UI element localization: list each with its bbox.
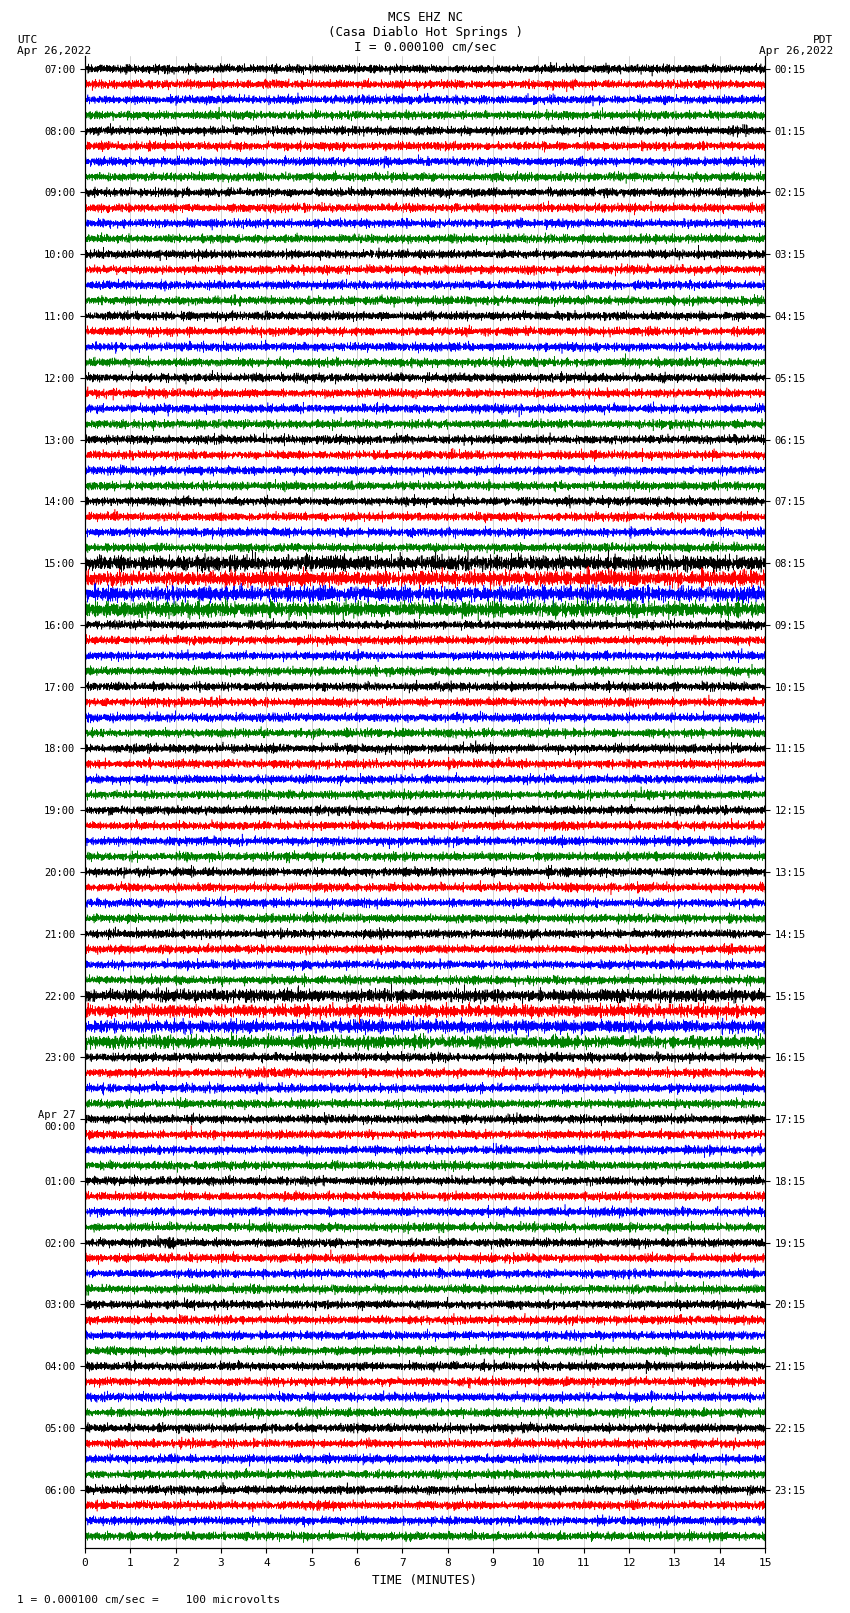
X-axis label: TIME (MINUTES): TIME (MINUTES) xyxy=(372,1574,478,1587)
Text: 1 = 0.000100 cm/sec =    100 microvolts: 1 = 0.000100 cm/sec = 100 microvolts xyxy=(17,1595,280,1605)
Text: PDT: PDT xyxy=(813,35,833,45)
Text: Apr 26,2022: Apr 26,2022 xyxy=(17,47,91,56)
Title: MCS EHZ NC
(Casa Diablo Hot Springs )
I = 0.000100 cm/sec: MCS EHZ NC (Casa Diablo Hot Springs ) I … xyxy=(327,11,523,53)
Text: UTC: UTC xyxy=(17,35,37,45)
Text: Apr 26,2022: Apr 26,2022 xyxy=(759,47,833,56)
